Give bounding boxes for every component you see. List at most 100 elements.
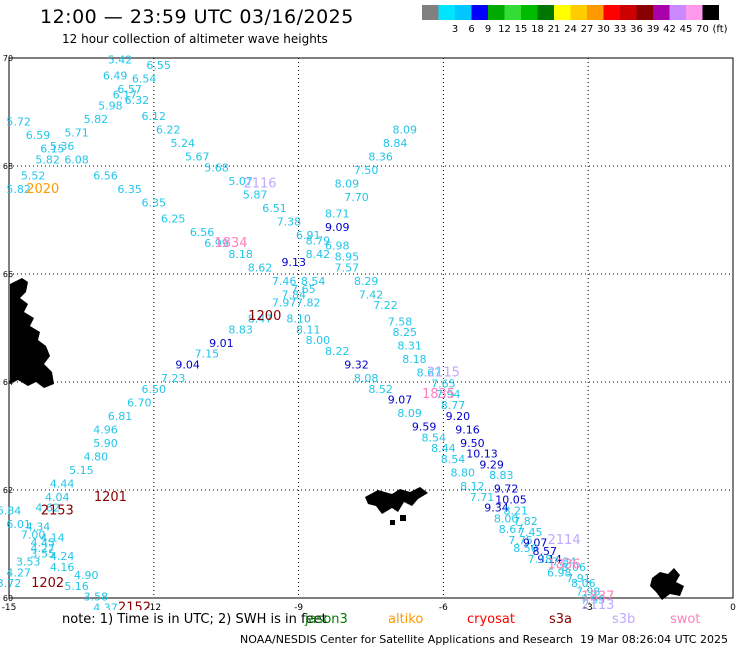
wave-height-label: 8.36: [368, 151, 393, 164]
wave-height-label: 4.27: [31, 542, 56, 555]
wave-height-label: 8.56: [513, 542, 538, 555]
pass-time-label: 1837: [581, 590, 614, 605]
colorbar-tick-label: 24: [564, 24, 577, 34]
colorbar-tick-label: 39: [647, 24, 660, 34]
wave-height-label: 8.54: [441, 453, 466, 466]
wave-height-label: 4.37: [93, 602, 118, 611]
wave-height-label: 9.34: [484, 502, 509, 515]
pass-time-label: 1836: [548, 557, 581, 572]
wave-height-label: 8.95: [335, 251, 360, 264]
wave-height-label: 6.55: [146, 59, 171, 72]
wave-height-label: 7.58: [388, 315, 413, 328]
wave-height-label: 7.50: [354, 164, 379, 177]
wave-height-label: 8.08: [354, 372, 379, 385]
wave-height-label: 7.97: [272, 296, 297, 309]
wave-height-label: 4.96: [93, 423, 118, 436]
colorbar-swatch: [455, 5, 472, 20]
wave-height-points: 5.42 6.55 6.49 6.546.576.176.325.98 6.12 5.82…: [0, 53, 605, 610]
wave-height-label: 3.58: [84, 591, 109, 604]
legend-s3b: s3b: [612, 612, 636, 627]
wave-height-label: 7.23: [161, 372, 186, 385]
wave-height-label: 8.47: [248, 313, 273, 326]
colorbar-swatch: [422, 5, 439, 20]
wave-height-label: 7.22: [373, 299, 398, 312]
pass-time-label: 1200: [248, 309, 281, 324]
colorbar-tick-label: 33: [614, 24, 627, 34]
wave-height-label: 8.57: [533, 545, 558, 558]
wave-height-label: 7.71: [470, 491, 495, 504]
credit-line: NOAA/NESDIS Center for Satellite Applica…: [240, 633, 574, 646]
wave-height-label: 5.72: [6, 116, 31, 129]
colorbar-tick-label: 27: [581, 24, 594, 34]
pass-time-label: 2114: [548, 533, 581, 548]
wave-height-label: 8.18: [228, 248, 253, 261]
wave-height-label: 8.67: [499, 523, 524, 536]
wave-height-label: 4.44: [50, 477, 75, 490]
wave-height-label: 8.06: [561, 561, 586, 574]
colorbar-tick-label: 36: [630, 24, 643, 34]
wave-height-label: 9.14: [537, 553, 562, 566]
wave-height-label: 7.84: [282, 288, 307, 301]
wave-height-label: 4.16: [50, 561, 75, 574]
colorbar-swatch: [521, 5, 538, 20]
wave-height-label: 7.38: [528, 553, 553, 566]
wave-height-label: 7.65: [431, 377, 456, 390]
wave-height-label: 7.91: [566, 572, 591, 585]
wave-height-label: 8.06: [571, 577, 596, 590]
colorbar-tick-label: 18: [531, 24, 544, 34]
pass-time-label: 2152: [118, 601, 151, 611]
wave-height-label: 6.12: [142, 110, 167, 123]
wave-height-label: 8.52: [368, 383, 393, 396]
wave-height-label: 5.15: [69, 464, 94, 477]
colorbar-tick-label: 3: [452, 24, 458, 34]
wave-height-label: 8.09: [397, 407, 422, 420]
wave-height-label: 5.36: [50, 140, 75, 153]
wave-height-label: 7.42: [359, 288, 384, 301]
wave-height-label: 7.84: [552, 556, 577, 569]
wave-height-label: 6.22: [156, 124, 181, 137]
y-tick-label: 66: [3, 270, 13, 279]
wave-height-label: 7.46: [272, 275, 297, 288]
altimeter-map: 5.42 6.55 6.49 6.546.576.176.325.98 6.12 5.82…: [0, 53, 736, 610]
wave-height-label: 4.80: [84, 450, 109, 463]
wave-height-label: 6.84: [0, 504, 21, 517]
wave-height-label: 8.12: [460, 480, 485, 493]
x-tick-label: 0: [730, 603, 736, 610]
wave-height-label: 9.04: [175, 359, 200, 372]
wave-height-label: 5.24: [171, 137, 196, 150]
pass-time-label: 1834: [214, 236, 247, 251]
wave-height-label: 6.56: [190, 226, 215, 239]
wave-height-label: 9.07: [523, 537, 548, 550]
colorbar-swatch: [653, 5, 670, 20]
wave-height-colorbar: 3 6 9 12 15 18 21 24 27 30 33 36 39 42 45 70 (ft): [422, 5, 728, 34]
footer-note: note: 1) Time is in UTC; 2) SWH is in fe…: [62, 612, 327, 627]
wave-height-label: 4.90: [74, 569, 99, 582]
wave-height-label: 6.08: [64, 153, 89, 166]
wave-height-label: 7.70: [344, 191, 369, 204]
coastlines: [10, 278, 684, 600]
wave-height-label: 6.91: [296, 229, 321, 242]
y-tick-label: 62: [3, 486, 13, 495]
wave-height-label: 7.00: [21, 529, 46, 542]
wave-height-label: 9.32: [344, 359, 369, 372]
wave-height-label: 10.05: [495, 494, 527, 507]
wave-height-label: 5.68: [204, 161, 229, 174]
wave-height-label: 6.81: [108, 410, 133, 423]
y-tick-label: 70: [3, 54, 13, 63]
pass-time-label: 2113: [581, 598, 614, 610]
wave-height-label: 6.17: [113, 89, 138, 102]
y-tick-label: 64: [3, 378, 13, 387]
wave-height-label: 5.82: [84, 113, 109, 126]
wave-height-label: 7.15: [195, 348, 220, 361]
wave-height-label: 5.82: [6, 183, 31, 196]
wave-height-label: 4.45: [31, 537, 56, 550]
pass-time-labels: 2116 2020 1834 1200 2115 1835 1201 2153 2114 1836…: [26, 177, 614, 610]
wave-height-label: 6.56: [93, 170, 118, 183]
colorbar-swatch: [554, 5, 571, 20]
wave-height-label: 3.53: [16, 556, 41, 569]
wave-height-label: 8.00: [306, 334, 331, 347]
colorbar-swatch: [636, 5, 653, 20]
wave-height-label: 7.45: [518, 526, 543, 539]
wave-height-label: 6.25: [161, 213, 186, 226]
wave-height-label: 4.27: [6, 566, 31, 579]
